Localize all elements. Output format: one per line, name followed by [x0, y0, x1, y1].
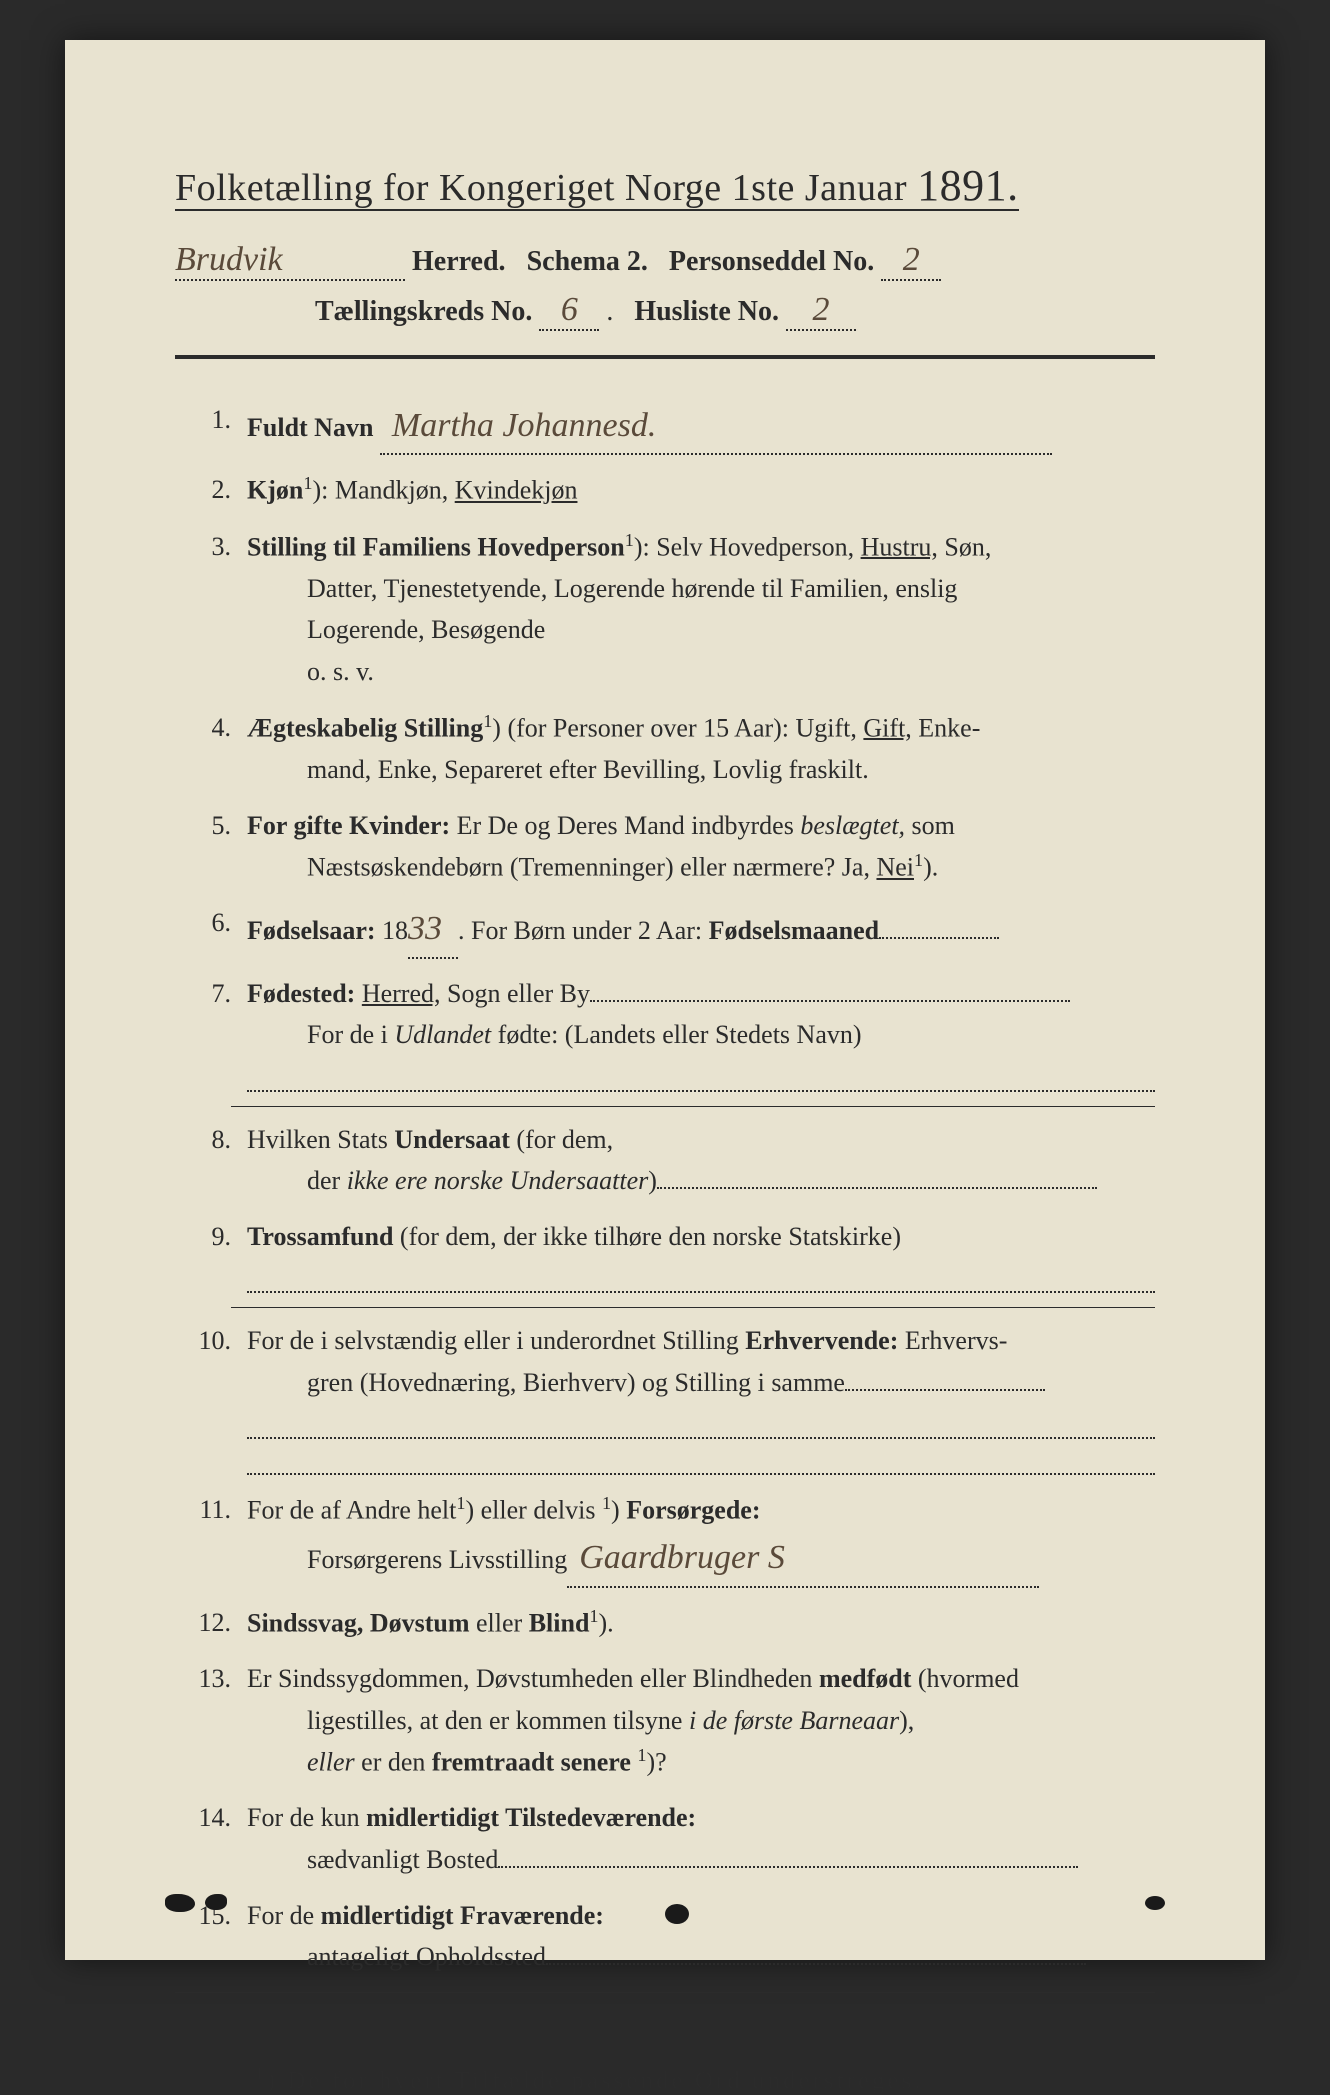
item-3-cont3: o. s. v. [247, 651, 1155, 693]
item-9-num: 9. [175, 1216, 247, 1293]
item-1: 1. Fuldt Navn Martha Johannesd. [175, 399, 1155, 455]
item-10: 10. For de i selvstændig eller i underor… [175, 1320, 1155, 1475]
item-4-underlined: Gift, [863, 713, 911, 742]
item-5-cont1: Næstsøskendebørn (Tremenninger) eller næ… [247, 846, 1155, 888]
item-8: 8. Hvilken Stats Undersaat (for dem, der… [175, 1119, 1155, 1202]
item-7-num: 7. [175, 973, 247, 1092]
header-line-2: Tællingskreds No. 6 . Husliste No. 2 [175, 291, 1155, 331]
item-5: 5. For gifte Kvinder: Er De og Deres Man… [175, 805, 1155, 889]
item-8-label: Undersaat [394, 1125, 510, 1154]
item-7-underlined: Herred, [362, 979, 441, 1008]
form-items: 1. Fuldt Navn Martha Johannesd. 2. Kjøn1… [175, 399, 1155, 1978]
item-14: 14. For de kun midlertidigt Tilstedevære… [175, 1797, 1155, 1880]
item-2-label: Kjøn [247, 476, 303, 505]
item-7-label: Fødested: [247, 979, 355, 1008]
item-4-cont1: mand, Enke, Separeret efter Bevilling, L… [247, 749, 1155, 791]
item-4: 4. Ægteskabelig Stilling1) (for Personer… [175, 707, 1155, 791]
item-10-label: Erhvervende: [745, 1326, 898, 1355]
husliste-label: Husliste No. [634, 296, 779, 327]
item-13-num: 13. [175, 1658, 247, 1783]
item-9: 9. Trossamfund (for dem, der ikke tilhør… [175, 1216, 1155, 1293]
item-12: 12. Sindssvag, Døvstum eller Blind1). [175, 1602, 1155, 1644]
item-11-num: 11. [175, 1489, 247, 1588]
ink-blot [1145, 1896, 1165, 1910]
item-1-name-hand: Martha Johannesd. [380, 399, 1052, 455]
item-3: 3. Stilling til Familiens Hovedperson1):… [175, 526, 1155, 693]
kreds-no: 6 [539, 291, 599, 331]
item-15-cont1: antageligt Opholdssted [247, 1936, 1155, 1978]
item-12-num: 12. [175, 1602, 247, 1644]
item-14-num: 14. [175, 1797, 247, 1880]
item-14-label: midlertidigt Tilstedeværende: [366, 1803, 696, 1832]
item-3-underlined: Hustru, [861, 532, 938, 561]
item-3-label: Stilling til Familiens Hovedperson [247, 532, 625, 561]
item-11: 11. For de af Andre helt1) eller delvis … [175, 1489, 1155, 1588]
item-3-cont1: Datter, Tjenestetyende, Logerende hørend… [247, 568, 1155, 610]
item-6: 6. Fødselsaar: 1833. For Børn under 2 Aa… [175, 902, 1155, 958]
schema-label: Schema 2. [527, 246, 648, 277]
item-11-label: Forsørgede: [626, 1496, 760, 1525]
section-rule-2 [231, 1307, 1155, 1308]
item-8-num: 8. [175, 1119, 247, 1202]
item-10-blank2 [247, 1439, 1155, 1475]
item-4-label: Ægteskabelig Stilling [247, 713, 483, 742]
title-text: Folketælling for Kongeriget Norge 1ste J… [175, 167, 1019, 211]
item-14-cont1: sædvanligt Bosted [247, 1839, 1155, 1881]
item-10-blank1 [247, 1404, 1155, 1440]
item-9-label: Trossamfund [247, 1222, 393, 1251]
item-15-label: midlertidigt Fraværende: [321, 1901, 604, 1930]
item-1-label: Fuldt Navn [247, 413, 373, 442]
header-rule [175, 355, 1155, 359]
item-2-num: 2. [175, 469, 247, 511]
header-line-1: Brudvik Herred. Schema 2. Personseddel N… [175, 241, 1155, 281]
item-1-num: 1. [175, 399, 247, 455]
personseddel-no: 2 [881, 241, 941, 281]
item-6-year-hand: 33 [408, 902, 458, 958]
item-11-hand: Gaardbruger S [567, 1531, 1039, 1587]
section-rule-1 [231, 1106, 1155, 1107]
item-11-cont1: Forsørgerens LivsstillingGaardbruger S [247, 1531, 1155, 1587]
herred-label: Herred. [412, 246, 506, 277]
herred-handwritten: Brudvik [175, 241, 405, 281]
item-3-num: 3. [175, 526, 247, 693]
item-13-cont2: eller er den fremtraadt senere 1)? [247, 1741, 1155, 1783]
item-10-cont1: gren (Hovednæring, Bierhverv) og Stillin… [247, 1362, 1155, 1404]
item-6-num: 6. [175, 902, 247, 958]
census-form-page: Folketælling for Kongeriget Norge 1ste J… [65, 40, 1265, 1960]
item-15: 15. For de midlertidigt Fraværende: anta… [175, 1895, 1155, 1978]
ink-blot [665, 1904, 689, 1924]
ink-blot [205, 1894, 227, 1910]
item-6-label: Fødselsaar: [247, 916, 376, 945]
page-title: Folketælling for Kongeriget Norge 1ste J… [175, 160, 1155, 211]
item-9-blank [247, 1258, 1155, 1294]
item-3-cont2: Logerende, Besøgende [247, 609, 1155, 651]
item-2: 2. Kjøn1): Mandkjøn, Kvindekjøn [175, 469, 1155, 511]
husliste-no: 2 [786, 291, 856, 331]
item-5-num: 5. [175, 805, 247, 889]
item-13-cont1: ligestilles, at den er kommen tilsyne i … [247, 1700, 1155, 1742]
item-7: 7. Fødested: Herred, Sogn eller By For d… [175, 973, 1155, 1092]
item-8-cont1: der ikke ere norske Undersaatter) [247, 1160, 1155, 1202]
footnote-rule [175, 1992, 1155, 1993]
personseddel-label: Personseddel No. [669, 246, 874, 277]
item-7-cont1: For de i Udlandet fødte: (Landets eller … [247, 1014, 1155, 1056]
ink-blot [165, 1894, 195, 1912]
kreds-label: Tællingskreds No. [315, 296, 532, 327]
footnote: 1) De for hvert Tilfælde passende Ord un… [175, 2063, 1155, 2095]
item-5-label: For gifte Kvinder: [247, 811, 450, 840]
item-10-num: 10. [175, 1320, 247, 1475]
item-4-num: 4. [175, 707, 247, 791]
item-13: 13. Er Sindssygdommen, Døvstumheden elle… [175, 1658, 1155, 1783]
item-7-blank [247, 1056, 1155, 1092]
item-12-label: Sindssvag, Døvstum [247, 1608, 470, 1637]
item-2-underlined: Kvindekjøn [455, 476, 578, 505]
